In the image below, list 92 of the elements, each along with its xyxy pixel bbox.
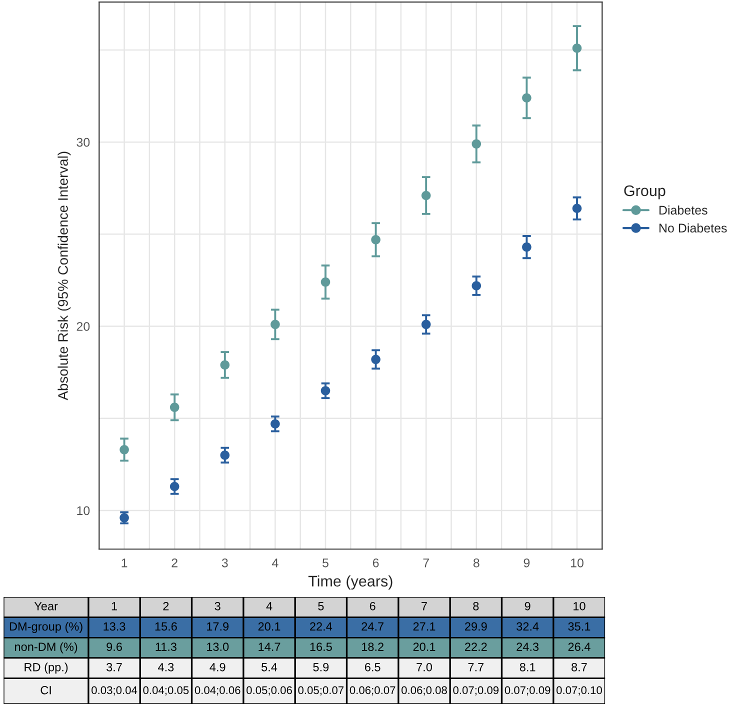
text: 0.07;0.09 <box>504 686 550 696</box>
x-tick-label: 9 <box>524 558 530 568</box>
data-label: 11.3 <box>156 642 176 651</box>
data-label: 35.1 <box>568 622 590 631</box>
text: non-DM (%) <box>15 642 78 654</box>
category-label: 3 <box>214 602 220 610</box>
category-label: 6 <box>370 602 376 610</box>
text: 0.03;0.04 <box>92 686 138 696</box>
data-label: 14.7 <box>258 642 280 651</box>
text: 3.7 <box>106 662 122 672</box>
point <box>522 242 532 252</box>
point <box>170 482 180 492</box>
y-tick-label: 20 <box>76 322 90 331</box>
text: Year <box>34 602 58 610</box>
text: 0.04;0.06 <box>194 686 240 696</box>
point <box>472 281 482 290</box>
text: DM-group (%) <box>10 622 82 633</box>
text: 0.07;0.09 <box>453 686 499 696</box>
category-label: 7 <box>422 602 427 610</box>
x-tick-label: 5 <box>322 558 328 568</box>
x-tick-label: 7 <box>423 558 429 568</box>
point <box>421 190 431 200</box>
point <box>572 204 582 214</box>
point <box>270 320 280 330</box>
point <box>170 402 180 412</box>
data-label: 32.4 <box>516 622 539 631</box>
y-axis-title: Absolute Risk (95% Confidence Interval) <box>58 152 71 400</box>
x-tick-label: 6 <box>372 558 379 568</box>
category-label: 5 <box>318 602 324 610</box>
data-label: 18.2 <box>362 642 384 651</box>
text: 0.07;0.10 <box>556 686 602 696</box>
x-tick-label: 8 <box>473 558 480 568</box>
x-tick-label: 10 <box>571 558 584 568</box>
x-tick-label: 3 <box>222 558 228 568</box>
text: 0.04;0.05 <box>143 686 189 696</box>
y-tick-label: 10 <box>77 506 90 516</box>
text: 0.05;0.07 <box>298 686 344 696</box>
y-tick-label: 30 <box>76 138 90 147</box>
text: 0.06;0.08 <box>402 686 447 696</box>
legend-label: No Diabetes <box>659 223 727 233</box>
category-label: 2 <box>163 602 169 610</box>
point <box>421 320 431 330</box>
point <box>472 139 482 149</box>
data-label: 24.3 <box>516 642 539 651</box>
x-tick-label: 4 <box>272 558 278 568</box>
data-label: 20.1 <box>413 642 436 651</box>
text: 0.06;0.07 <box>350 686 396 696</box>
legend-label: Diabetes <box>659 205 708 215</box>
point <box>522 93 532 103</box>
data-label: 13.0 <box>207 642 229 651</box>
text: 7.0 <box>416 662 432 672</box>
text: 8.1 <box>520 662 536 672</box>
point <box>220 450 230 460</box>
data-label: 24.7 <box>362 622 384 631</box>
data-label: 27.1 <box>413 622 436 631</box>
text: 5.9 <box>313 662 329 672</box>
point <box>320 386 330 396</box>
x-tick-label: 2 <box>172 558 178 568</box>
text: 6.5 <box>364 662 380 672</box>
x-axis-title: Time (years) <box>308 575 392 590</box>
data-label: 20.1 <box>258 622 280 631</box>
point <box>320 277 330 287</box>
data-label: 26.4 <box>568 642 590 651</box>
data-label: 9.6 <box>106 642 122 651</box>
text: 7.7 <box>468 663 484 672</box>
text: 4.9 <box>210 662 226 672</box>
point <box>371 354 380 364</box>
data-label: 22.2 <box>465 642 487 651</box>
category-label: 8 <box>473 602 479 610</box>
category-label: 4 <box>266 602 272 610</box>
point <box>572 44 582 53</box>
text: 5.4 <box>262 663 278 672</box>
text: 4.3 <box>158 662 174 672</box>
data-label: 13.3 <box>104 622 126 631</box>
point <box>371 235 380 244</box>
category-label: 10 <box>574 602 586 610</box>
category-label: 9 <box>524 602 530 610</box>
text: 8.7 <box>572 662 587 672</box>
point <box>270 419 280 429</box>
point <box>220 360 230 370</box>
text: CI <box>40 686 51 694</box>
data-label: 16.5 <box>310 642 332 651</box>
text: RD (pp.) <box>24 662 68 674</box>
data-label: 29.9 <box>465 622 487 631</box>
category-label: 1 <box>112 602 117 610</box>
legend-title: Group <box>624 185 666 200</box>
data-label: 17.9 <box>207 622 229 631</box>
data-label: 15.6 <box>155 622 177 631</box>
data-label: 22.4 <box>310 622 332 631</box>
text: 0.05;0.06 <box>246 686 292 696</box>
point <box>120 445 129 454</box>
x-tick-label: 1 <box>122 558 128 568</box>
